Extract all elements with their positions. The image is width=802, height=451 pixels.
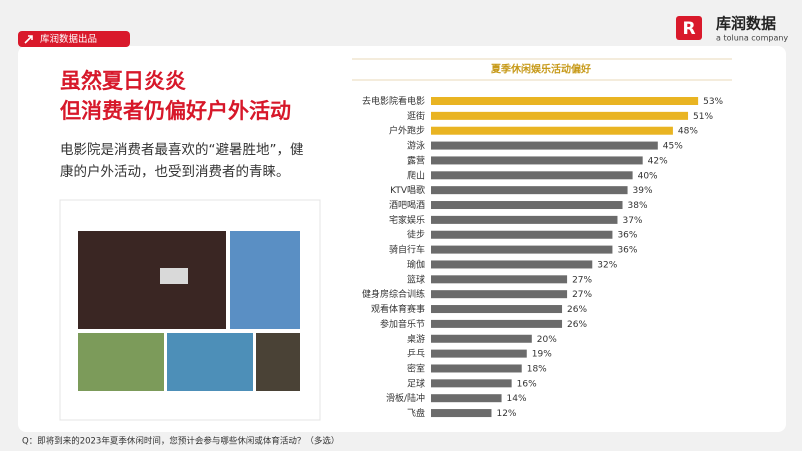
bar [431, 215, 618, 224]
value-label: 27% [572, 290, 592, 300]
chart-title: 夏季休闲娱乐活动偏好 [490, 63, 591, 76]
bar [431, 409, 492, 418]
category-label: 乒乓 [407, 348, 425, 360]
value-label: 14% [507, 394, 527, 404]
bar [431, 126, 673, 135]
value-label: 51% [693, 112, 713, 122]
bar [431, 230, 613, 239]
body-text: 电影院是消费者最喜欢的“避暑胜地”，健 [60, 142, 304, 158]
photo-swim [167, 333, 253, 391]
category-label: 露营 [407, 154, 425, 166]
headline: 虽然夏日炎炎 [60, 69, 186, 93]
value-label: 18% [527, 364, 547, 374]
photo-bar [256, 333, 300, 391]
bar [431, 245, 613, 254]
footer-question: Q：即将到来的2023年夏季休闲时间，您预计会参与哪些休闲或体育活动？（多选） [22, 436, 339, 447]
category-label: 游泳 [407, 140, 425, 152]
category-label: 篮球 [407, 273, 425, 285]
value-label: 37% [622, 216, 642, 226]
bar [431, 394, 502, 403]
category-label: 参加音乐节 [380, 318, 425, 330]
category-label: 健身房综合训练 [362, 288, 425, 300]
value-label: 45% [663, 142, 683, 152]
value-label: 48% [678, 127, 698, 137]
tag: 库润数据出品 [40, 33, 97, 45]
bar-chart: 去电影院看电影 53% 逛街 51% 户外跑步 48% 游泳 45% 露营 42% 爬山 40% KTV… [362, 95, 724, 419]
category-label: 徒步 [407, 229, 425, 241]
bar [431, 349, 527, 358]
value-label: 19% [532, 350, 552, 360]
category-label: 飞盘 [407, 407, 425, 419]
tag-icon [24, 35, 33, 44]
bar [431, 186, 628, 195]
photo-cinema [78, 231, 226, 329]
bar [431, 97, 699, 105]
photo-poster [230, 231, 300, 329]
body-text: 康的户外活动，也受到消费者的青睐。 [60, 163, 290, 180]
bar [431, 319, 563, 328]
logo-name: 库润数据 [716, 15, 776, 33]
category-label: 去电影院看电影 [362, 95, 425, 107]
bar [431, 275, 568, 284]
photo-screen [160, 268, 188, 284]
logo-icon [676, 16, 702, 40]
value-label: 53% [703, 97, 723, 107]
value-label: 20% [537, 335, 557, 345]
value-label: 40% [638, 171, 658, 181]
value-label: 36% [617, 246, 637, 256]
bar [431, 141, 658, 150]
category-label: 逛街 [407, 110, 425, 122]
value-label: 12% [496, 409, 516, 419]
value-label: 36% [617, 231, 637, 241]
category-label: KTV唱歌 [390, 184, 425, 196]
bar [431, 156, 643, 165]
category-label: 户外跑步 [389, 125, 425, 137]
category-label: 爬山 [407, 170, 425, 181]
photo-runner [78, 333, 164, 391]
value-label: 27% [572, 275, 592, 285]
value-label: 32% [597, 260, 617, 270]
category-label: 足球 [407, 377, 425, 389]
value-label: 39% [633, 186, 653, 196]
bar [431, 305, 563, 314]
bar [431, 364, 522, 373]
value-label: 26% [567, 305, 587, 315]
tag-bg [18, 31, 130, 47]
category-label: 桌游 [407, 333, 425, 345]
bar [431, 334, 532, 343]
category-label: 酒吧喝酒 [389, 200, 425, 211]
logo-sub: a toluna company [716, 34, 788, 43]
value-label: 38% [628, 201, 648, 211]
category-label: 观看体育赛事 [371, 303, 425, 315]
bar [431, 171, 633, 180]
value-label: 26% [567, 320, 587, 330]
value-label: 42% [648, 156, 668, 166]
bar [431, 201, 623, 210]
bar [431, 111, 689, 120]
bar [431, 290, 568, 299]
bar [431, 260, 593, 269]
category-label: 瑜伽 [407, 258, 425, 270]
category-label: 宅家娱乐 [389, 214, 425, 226]
logo-mark: R [682, 19, 695, 39]
category-label: 骑自行车 [389, 244, 425, 256]
value-label: 16% [517, 379, 537, 389]
headline: 但消费者仍偏好户外活动 [60, 99, 291, 123]
category-label: 滑板/陆冲 [386, 392, 425, 404]
category-label: 密室 [407, 362, 425, 374]
bar [431, 379, 512, 388]
